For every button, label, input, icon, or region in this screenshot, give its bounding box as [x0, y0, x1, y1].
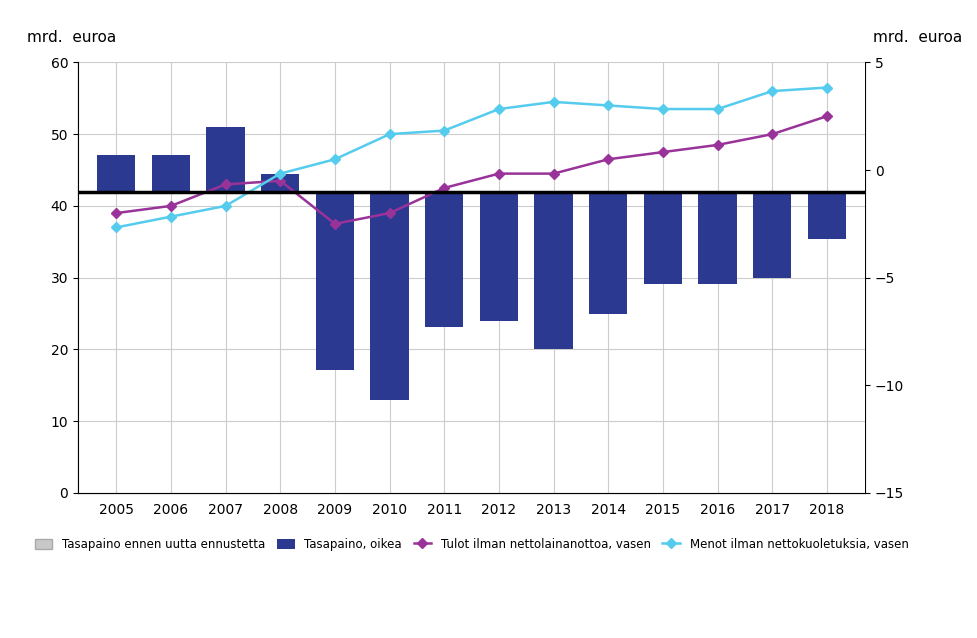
Bar [425, 191, 463, 327]
Legend: Tasapaino ennen uutta ennustetta, Tasapaino, oikea, Tulot ilman nettolainanottoa: Tasapaino ennen uutta ennustetta, Tasapa… [30, 533, 913, 556]
Text: mrd.  euroa: mrd. euroa [873, 30, 962, 45]
Bar [699, 191, 737, 284]
Text: mrd.  euroa: mrd. euroa [26, 30, 116, 45]
Bar [151, 155, 191, 191]
Bar [370, 191, 408, 400]
Bar [753, 191, 791, 256]
Bar [261, 174, 299, 191]
Bar [534, 191, 573, 349]
Bar [589, 191, 627, 315]
Bar [753, 191, 791, 278]
Bar [644, 191, 682, 284]
Bar [97, 155, 136, 191]
Bar [206, 127, 245, 191]
Bar [480, 191, 518, 321]
Bar [808, 191, 846, 239]
Bar [316, 191, 354, 370]
